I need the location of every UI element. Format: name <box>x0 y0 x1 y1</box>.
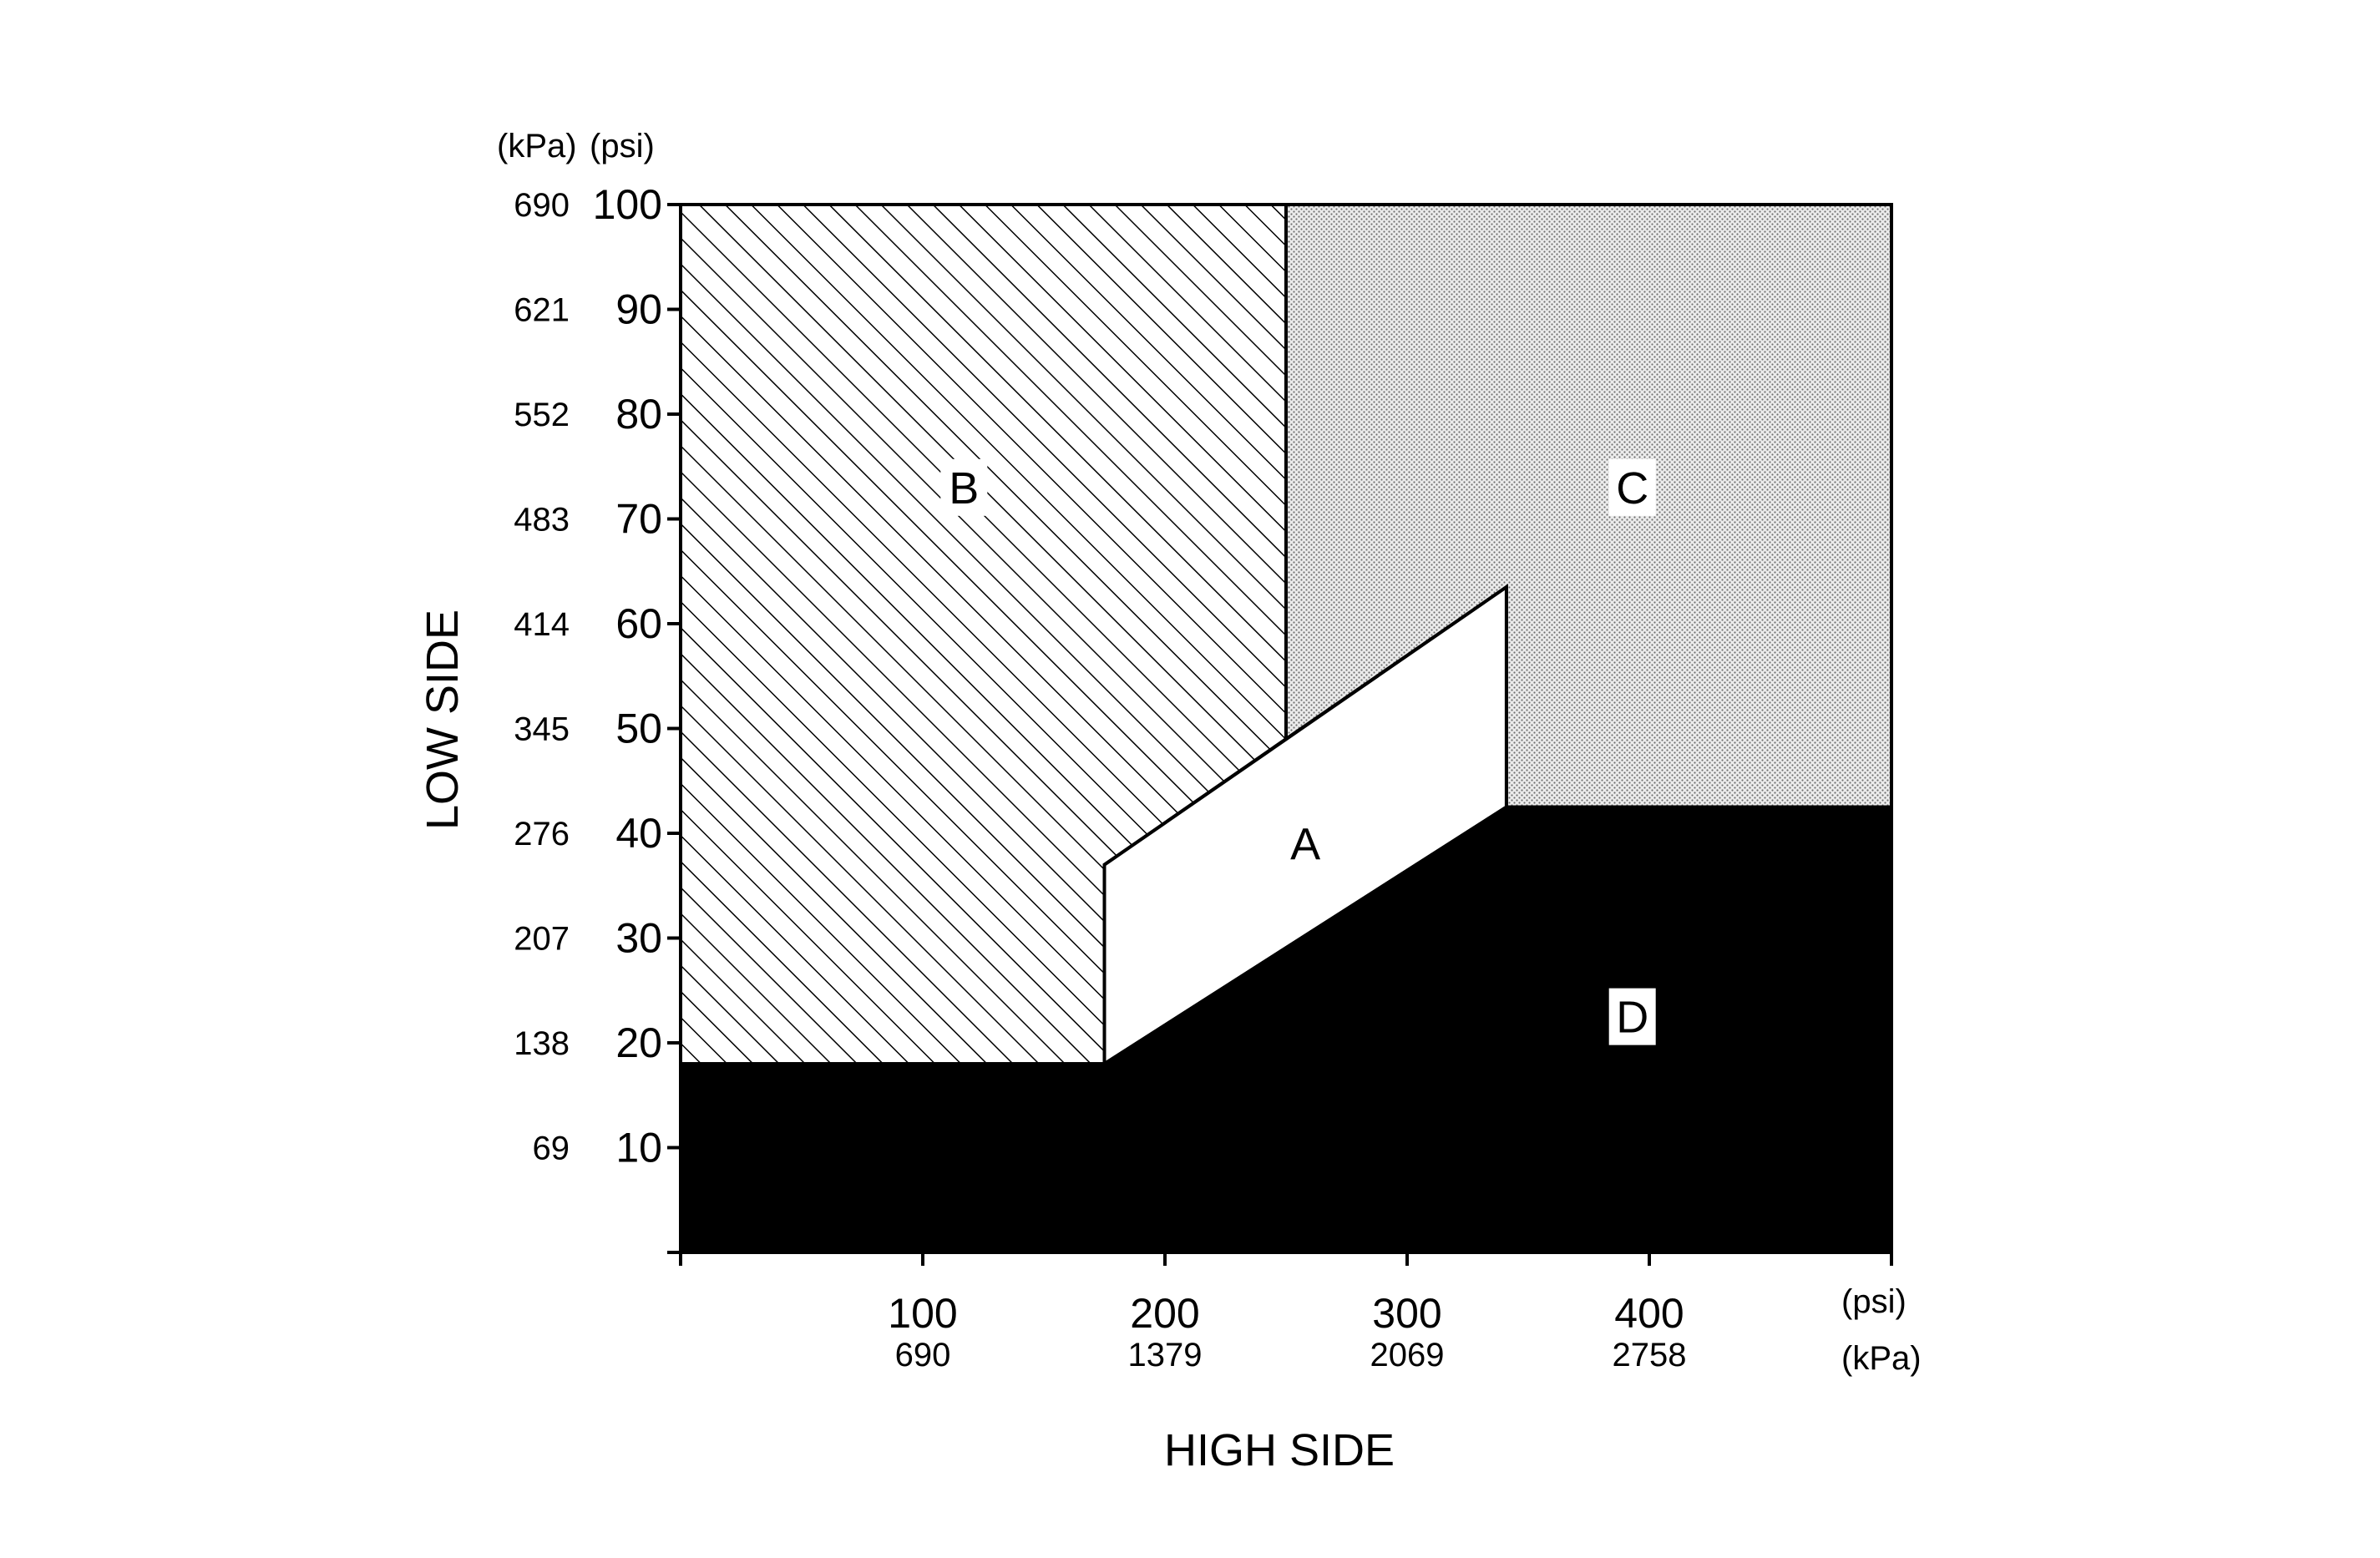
y-tick-label-psi: 60 <box>615 600 662 647</box>
x-tick-label-psi: 400 <box>1614 1290 1684 1337</box>
region-b-label: B <box>949 463 979 513</box>
region-a-label: A <box>1290 820 1320 870</box>
axes-layer <box>667 203 1893 1266</box>
x-axis-unit-kpa: (kPa) <box>1841 1340 1922 1377</box>
y-tick-label-psi: 40 <box>615 810 662 857</box>
y-tick-label-kpa: 690 <box>514 187 570 224</box>
labels-layer: 10 69 20 138 30 207 40 276 50 345 60 414 70 483 80 552 9… <box>514 181 1686 1373</box>
x-tick-label-kpa: 2069 <box>1370 1337 1445 1373</box>
y-tick-label-psi: 100 <box>593 181 662 228</box>
y-tick-label-psi: 70 <box>615 496 662 543</box>
x-axis-unit-psi: (psi) <box>1841 1283 1907 1320</box>
x-tick-label-kpa: 2758 <box>1613 1337 1687 1373</box>
y-tick-label-psi: 80 <box>615 391 662 438</box>
y-tick-label-kpa: 207 <box>514 921 570 958</box>
y-axis-unit-kpa: (kPa) <box>497 128 577 164</box>
y-tick-label-psi: 50 <box>615 706 662 752</box>
x-tick-label-kpa: 1379 <box>1128 1337 1203 1373</box>
y-tick-label-psi: 90 <box>615 286 662 333</box>
y-tick-label-kpa: 69 <box>533 1131 570 1167</box>
y-tick-label-kpa: 552 <box>514 397 570 433</box>
y-tick-label-kpa: 414 <box>514 606 570 643</box>
x-tick-label-psi: 100 <box>888 1290 957 1337</box>
y-tick-label-psi: 20 <box>615 1019 662 1066</box>
y-tick-label-kpa: 138 <box>514 1025 570 1062</box>
y-tick-label-psi: 30 <box>615 915 662 962</box>
region-b-label-box <box>940 458 988 516</box>
region-c-label-box <box>1608 458 1656 516</box>
y-tick-label-psi: 10 <box>615 1125 662 1171</box>
y-axis-title: LOW SIDE <box>418 610 468 830</box>
x-tick-label-psi: 300 <box>1372 1290 1441 1337</box>
x-axis-title: HIGH SIDE <box>1164 1425 1395 1475</box>
y-tick-label-kpa: 345 <box>514 711 570 748</box>
regions-layer <box>679 203 1893 1254</box>
region-d-label-box <box>1608 988 1656 1045</box>
y-tick-label-kpa: 483 <box>514 502 570 539</box>
region-d-label: D <box>1616 993 1648 1043</box>
y-axis-unit-psi: (psi) <box>590 128 655 164</box>
y-tick-label-kpa: 276 <box>514 816 570 852</box>
region-c-label: C <box>1616 463 1648 513</box>
x-tick-label-kpa: 690 <box>895 1337 951 1373</box>
x-tick-label-psi: 200 <box>1130 1290 1199 1337</box>
y-tick-label-kpa: 621 <box>514 292 570 329</box>
